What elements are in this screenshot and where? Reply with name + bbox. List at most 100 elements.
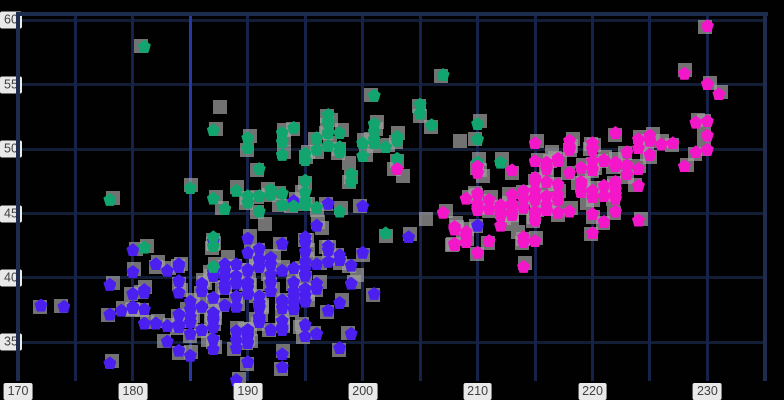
- magenta-data-point[interactable]: [448, 222, 462, 236]
- green-data-point[interactable]: [241, 189, 255, 203]
- magenta-data-point[interactable]: [494, 218, 508, 232]
- green-data-point[interactable]: [298, 173, 312, 187]
- magenta-data-point[interactable]: [459, 191, 473, 205]
- green-data-point[interactable]: [252, 189, 266, 203]
- magenta-data-point[interactable]: [700, 77, 714, 91]
- green-data-point[interactable]: [103, 192, 117, 206]
- blue-data-point[interactable]: [298, 254, 312, 268]
- magenta-data-point[interactable]: [551, 154, 565, 168]
- blue-data-point[interactable]: [264, 275, 278, 289]
- blue-data-point[interactable]: [287, 275, 301, 289]
- blue-data-point[interactable]: [183, 326, 197, 340]
- green-data-point[interactable]: [321, 114, 335, 128]
- green-data-point[interactable]: [275, 125, 289, 139]
- blue-data-point[interactable]: [367, 286, 381, 300]
- magenta-data-point[interactable]: [666, 136, 680, 150]
- green-data-point[interactable]: [436, 68, 450, 82]
- magenta-data-point[interactable]: [712, 87, 726, 101]
- magenta-data-point[interactable]: [700, 142, 714, 156]
- green-data-point[interactable]: [367, 124, 381, 138]
- blue-data-point[interactable]: [183, 302, 197, 316]
- green-data-point[interactable]: [356, 136, 370, 150]
- blue-data-point[interactable]: [229, 324, 243, 338]
- blue-data-point[interactable]: [149, 257, 163, 271]
- magenta-data-point[interactable]: [677, 66, 691, 80]
- blue-data-point[interactable]: [172, 274, 186, 288]
- blue-data-point[interactable]: [321, 254, 335, 268]
- magenta-data-point[interactable]: [563, 133, 577, 147]
- magenta-data-point[interactable]: [528, 192, 542, 206]
- green-data-point[interactable]: [275, 186, 289, 200]
- blue-data-point[interactable]: [298, 317, 312, 331]
- magenta-data-point[interactable]: [505, 163, 519, 177]
- magenta-data-point[interactable]: [459, 235, 473, 249]
- blue-data-point[interactable]: [137, 302, 151, 316]
- blue-data-point[interactable]: [321, 243, 335, 257]
- magenta-data-point[interactable]: [631, 162, 645, 176]
- magenta-data-point[interactable]: [494, 198, 508, 212]
- magenta-data-point[interactable]: [482, 192, 496, 206]
- green-data-point[interactable]: [298, 198, 312, 212]
- blue-data-point[interactable]: [183, 348, 197, 362]
- green-data-point[interactable]: [344, 167, 358, 181]
- green-data-point[interactable]: [310, 200, 324, 214]
- magenta-data-point[interactable]: [597, 178, 611, 192]
- magenta-data-point[interactable]: [436, 205, 450, 219]
- magenta-data-point[interactable]: [574, 160, 588, 174]
- blue-data-point[interactable]: [126, 243, 140, 257]
- blue-data-point[interactable]: [229, 268, 243, 282]
- magenta-data-point[interactable]: [494, 208, 508, 222]
- blue-data-point[interactable]: [160, 319, 174, 333]
- blue-data-point[interactable]: [195, 322, 209, 336]
- green-data-point[interactable]: [494, 155, 508, 169]
- blue-data-point[interactable]: [275, 347, 289, 361]
- blue-data-point[interactable]: [218, 298, 232, 312]
- magenta-data-point[interactable]: [505, 205, 519, 219]
- blue-data-point[interactable]: [333, 253, 347, 267]
- green-data-point[interactable]: [218, 201, 232, 215]
- blue-data-point[interactable]: [103, 277, 117, 291]
- magenta-data-point[interactable]: [540, 174, 554, 188]
- blue-data-point[interactable]: [103, 307, 117, 321]
- blue-data-point[interactable]: [172, 320, 186, 334]
- magenta-data-point[interactable]: [551, 177, 565, 191]
- blue-data-point[interactable]: [241, 262, 255, 276]
- green-data-point[interactable]: [321, 138, 335, 152]
- magenta-data-point[interactable]: [471, 200, 485, 214]
- magenta-data-point[interactable]: [597, 214, 611, 228]
- blue-data-point[interactable]: [310, 218, 324, 232]
- blue-data-point[interactable]: [241, 328, 255, 342]
- green-data-point[interactable]: [379, 226, 393, 240]
- blue-data-point[interactable]: [172, 307, 186, 321]
- blue-data-point[interactable]: [264, 250, 278, 264]
- blue-data-point[interactable]: [206, 332, 220, 345]
- blue-data-point[interactable]: [252, 299, 266, 313]
- magenta-data-point[interactable]: [540, 189, 554, 203]
- green-data-point[interactable]: [356, 149, 370, 163]
- blue-data-point[interactable]: [34, 298, 48, 312]
- magenta-data-point[interactable]: [528, 234, 542, 248]
- magenta-data-point[interactable]: [689, 145, 703, 159]
- magenta-data-point[interactable]: [482, 234, 496, 248]
- blue-data-point[interactable]: [126, 265, 140, 279]
- green-data-point[interactable]: [471, 132, 485, 146]
- blue-data-point[interactable]: [275, 295, 289, 309]
- blue-data-point[interactable]: [206, 290, 220, 304]
- blue-data-point[interactable]: [172, 343, 186, 357]
- magenta-data-point[interactable]: [574, 178, 588, 192]
- magenta-data-point[interactable]: [471, 165, 485, 179]
- blue-data-point[interactable]: [195, 284, 209, 298]
- magenta-data-point[interactable]: [540, 159, 554, 173]
- blue-data-point[interactable]: [287, 295, 301, 309]
- magenta-data-point[interactable]: [540, 198, 554, 212]
- blue-data-point[interactable]: [402, 230, 416, 244]
- magenta-data-point[interactable]: [631, 178, 645, 192]
- green-data-point[interactable]: [206, 123, 220, 137]
- blue-data-point[interactable]: [241, 231, 255, 245]
- blue-data-point[interactable]: [241, 286, 255, 300]
- blue-data-point[interactable]: [310, 257, 324, 271]
- magenta-data-point[interactable]: [586, 162, 599, 176]
- green-data-point[interactable]: [390, 133, 404, 147]
- magenta-data-point[interactable]: [448, 236, 462, 250]
- blue-data-point[interactable]: [275, 322, 289, 336]
